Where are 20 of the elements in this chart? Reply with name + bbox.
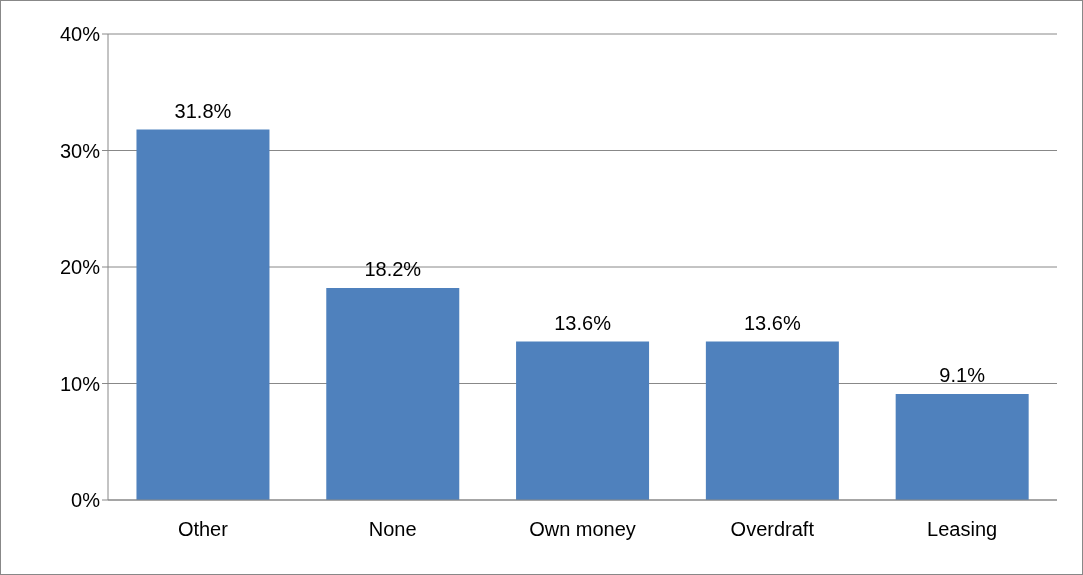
bar [516,341,650,500]
bar [326,287,460,500]
bar [895,393,1029,500]
data-label: 13.6% [744,311,801,334]
data-label: 31.8% [174,99,232,122]
data-label: 13.6% [554,311,612,334]
bar [705,341,839,500]
x-tick-label: Leasing [927,518,998,541]
y-tick-label: 10% [59,372,101,395]
x-tick-label: None [368,518,417,541]
y-tick-label: 30% [59,139,101,162]
y-tick-label: 0% [71,489,101,512]
x-tick-label: Overdraft [730,518,815,541]
data-label: 18.2% [364,257,422,280]
y-tick-label: 40% [59,23,101,46]
x-tick-label: Own money [529,518,636,541]
data-label: 9.1% [939,363,986,386]
x-tick-label: Other [177,518,229,541]
y-tick-label: 20% [59,256,101,279]
bar [136,129,270,500]
